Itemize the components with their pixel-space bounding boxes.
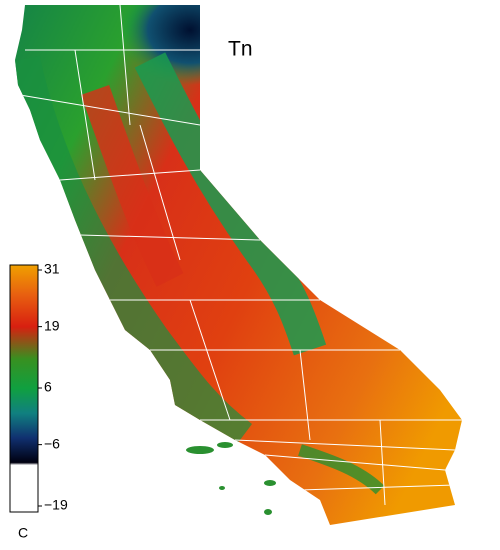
channel-islands — [186, 442, 276, 515]
colorbar-unit: C — [18, 525, 28, 541]
colorbar-ticks: 31 19 6 −6 −19 — [38, 261, 68, 513]
county-lines — [19, 5, 462, 506]
colorbar — [9, 264, 39, 513]
colorbar-tick-label: −19 — [44, 497, 68, 513]
colorbar-tick-label: −6 — [44, 435, 60, 451]
colorbar-tick-label: 19 — [44, 317, 60, 333]
colorbar-tick-label: 6 — [44, 379, 52, 395]
colorbar-tick-label: 31 — [44, 261, 60, 277]
map-title: Tn — [228, 38, 253, 61]
